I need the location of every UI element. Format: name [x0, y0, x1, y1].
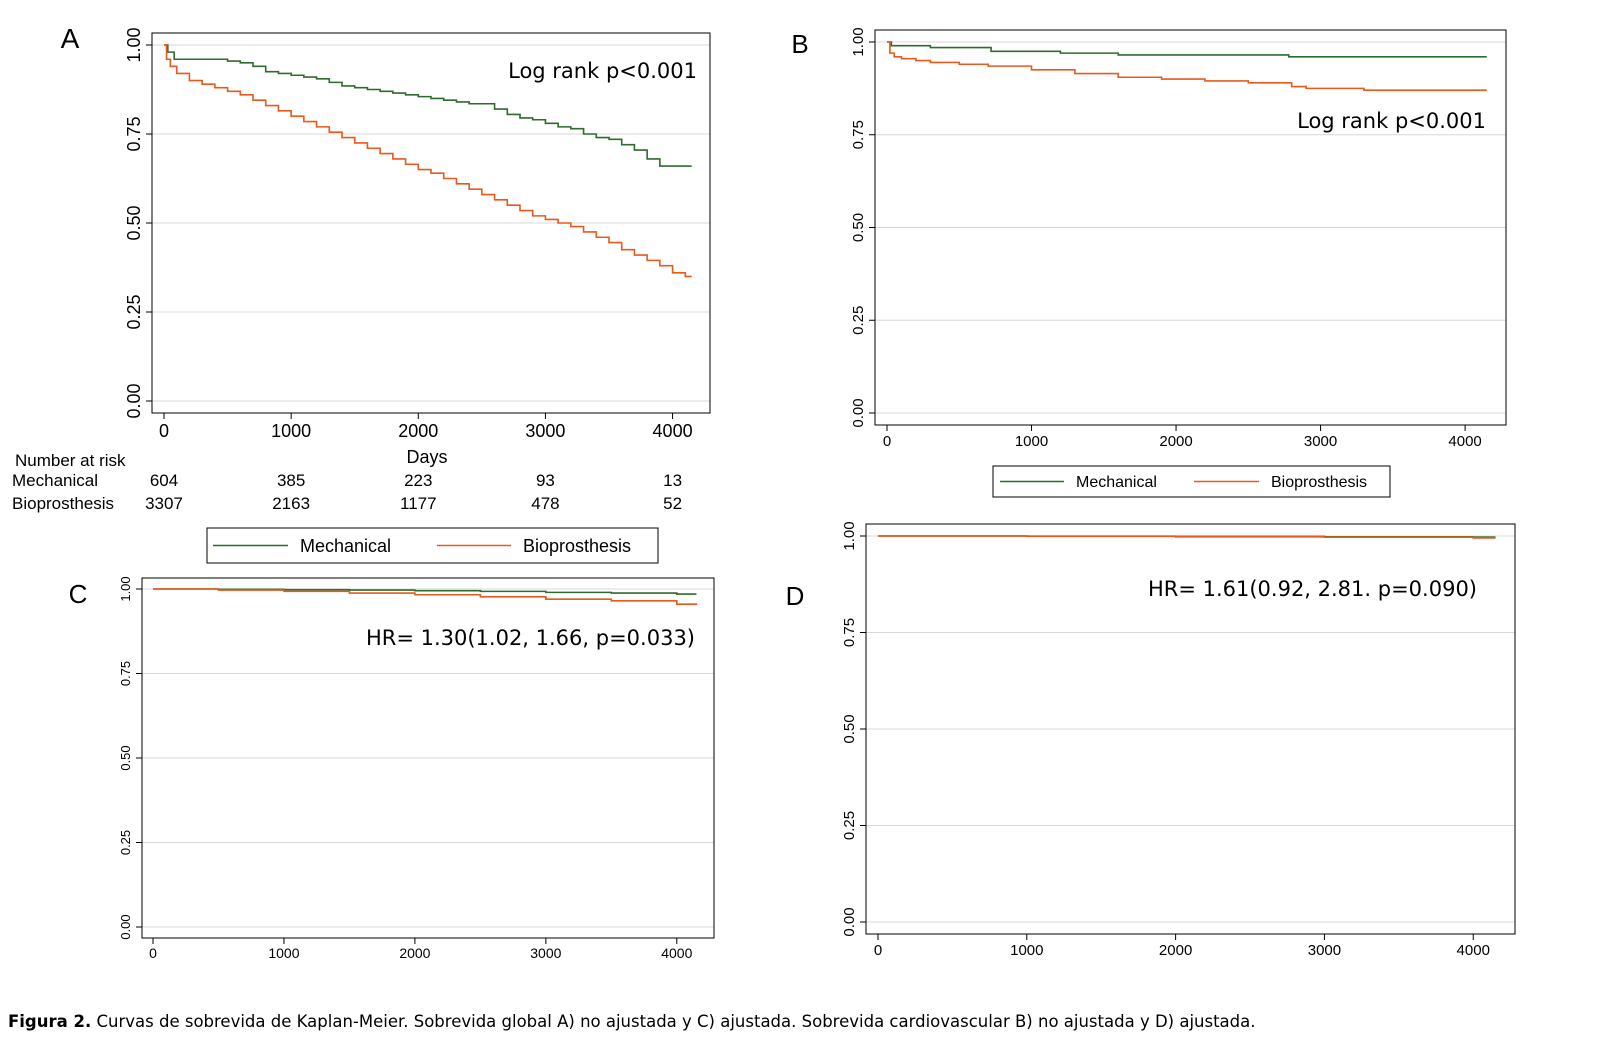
annotation-a: Log rank p<0.001 — [508, 59, 697, 83]
y-tick-label-d-0: 0.00 — [841, 907, 858, 936]
panel-letter-d: D — [786, 581, 805, 611]
x-tick-label-b-2: 2000 — [1159, 433, 1192, 450]
risk-value-bioprosthesis-3: 478 — [531, 494, 559, 513]
y-tick-label-a-0: 0.00 — [124, 383, 144, 418]
risk-table-title: Number at risk — [15, 451, 126, 470]
annotation-c: HR= 1.30(1.02, 1.66, p=0.033) — [366, 626, 695, 650]
y-tick-label-d-3: 0.75 — [841, 618, 858, 647]
risk-value-bioprosthesis-2: 1177 — [400, 494, 437, 513]
y-tick-label-b-2: 0.50 — [850, 213, 867, 242]
y-tick-label-c-1: 0.25 — [118, 830, 133, 855]
risk-value-mechanical-3: 93 — [536, 471, 555, 490]
panel-a: A 0.00 0.25 0.50 0.75 1.00 0 1000 2000 3000 4000 Da… — [12, 23, 711, 564]
series-line-mechanical-a — [164, 44, 692, 167]
panel-b: B 0.00 0.25 0.50 0.75 1.00 0 1000 2000 3000 4000 Lo… — [791, 27, 1507, 498]
x-tick-label-b-0: 0 — [883, 433, 891, 450]
x-tick-label-c-3: 3000 — [530, 945, 561, 961]
y-tick-label-b-0: 0.00 — [850, 398, 867, 427]
caption-label: Figura 2. — [8, 1012, 92, 1031]
x-tick-label-c-2: 2000 — [399, 945, 430, 961]
risk-value-bioprosthesis-0: 3307 — [145, 494, 183, 513]
x-tick-label-d-2: 2000 — [1159, 942, 1192, 959]
legend-label-mechanical-a: Mechanical — [300, 536, 391, 556]
panel-letter-b: B — [791, 29, 808, 59]
x-tick-label-b-3: 3000 — [1304, 433, 1337, 450]
x-tick-label-d-1: 1000 — [1010, 942, 1043, 959]
x-tick-label-d-0: 0 — [874, 942, 882, 959]
figure-caption: Figura 2. Curvas de sobrevida de Kaplan-… — [8, 1012, 1588, 1031]
annotation-b: Log rank p<0.001 — [1297, 109, 1486, 133]
legend-box-b — [992, 465, 1391, 498]
x-tick-label-c-1: 1000 — [268, 945, 299, 961]
y-tick-label-a-4: 1.00 — [124, 27, 144, 62]
x-tick-label-a-3: 3000 — [525, 421, 565, 441]
risk-value-bioprosthesis-1: 2163 — [272, 494, 310, 513]
y-tick-label-b-3: 0.75 — [850, 120, 867, 149]
caption-text: Curvas de sobrevida de Kaplan-Meier. Sob… — [91, 1012, 1256, 1031]
x-tick-label-c-0: 0 — [149, 945, 157, 961]
panel-letter-c: C — [69, 579, 88, 609]
x-tick-label-c-4: 4000 — [661, 945, 692, 961]
x-tick-label-a-1: 1000 — [271, 421, 311, 441]
panel-c: C 0.00 0.25 0.50 0.75 1.00 0 1000 2000 3000 4000 HR… — [69, 576, 715, 961]
legend-label-mechanical-b: Mechanical — [1076, 474, 1157, 491]
risk-value-bioprosthesis-4: 52 — [663, 494, 682, 513]
y-tick-label-d-2: 0.50 — [841, 714, 858, 743]
y-tick-label-d-4: 1.00 — [841, 521, 858, 550]
x-tick-label-b-1: 1000 — [1015, 433, 1048, 450]
risk-value-mechanical-2: 223 — [404, 471, 432, 490]
legend-label-bioprosthesis-b: Bioprosthesis — [1271, 474, 1367, 491]
x-tick-label-d-4: 4000 — [1457, 942, 1490, 959]
legend-a: Mechanical Bioprosthesis — [206, 527, 659, 564]
risk-row-label-mechanical: Mechanical — [12, 471, 98, 490]
y-tick-label-c-0: 0.00 — [118, 914, 133, 939]
series-line-mechanical-b — [887, 41, 1487, 58]
y-tick-label-d-1: 0.25 — [841, 811, 858, 840]
y-tick-label-c-2: 0.50 — [118, 745, 133, 770]
y-tick-label-a-3: 0.75 — [124, 116, 144, 151]
legend-label-bioprosthesis-a: Bioprosthesis — [523, 536, 631, 556]
series-line-bioprosthesis-b — [887, 41, 1487, 92]
panel-d: D 0.00 0.25 0.50 0.75 1.00 0 1000 2000 3000 4000 HR… — [786, 521, 1516, 959]
risk-value-mechanical-1: 385 — [277, 471, 305, 490]
y-tick-label-b-1: 0.25 — [850, 306, 867, 335]
x-tick-label-a-0: 0 — [159, 421, 169, 441]
y-tick-label-a-2: 0.50 — [124, 205, 144, 240]
y-tick-label-c-3: 0.75 — [118, 661, 133, 686]
y-tick-label-a-1: 0.25 — [124, 294, 144, 329]
series-line-bioprosthesis-d — [878, 535, 1496, 539]
risk-value-mechanical-0: 604 — [150, 471, 178, 490]
panel-letter-a: A — [61, 23, 80, 54]
annotation-d: HR= 1.61(0.92, 2.81. p=0.090) — [1148, 577, 1477, 601]
x-tick-label-a-2: 2000 — [398, 421, 438, 441]
x-tick-label-d-3: 3000 — [1308, 942, 1341, 959]
x-axis-label-a: Days — [406, 447, 447, 467]
series-line-bioprosthesis-c — [153, 588, 698, 606]
x-tick-label-b-4: 4000 — [1448, 433, 1481, 450]
legend-b: Mechanical Bioprosthesis — [992, 465, 1391, 498]
y-tick-label-c-4: 1.00 — [118, 576, 133, 601]
x-tick-label-a-4: 4000 — [653, 421, 693, 441]
risk-value-mechanical-4: 13 — [663, 471, 682, 490]
risk-row-label-bioprosthesis: Bioprosthesis — [12, 494, 114, 513]
series-line-bioprosthesis-a — [164, 44, 692, 278]
y-tick-label-b-4: 1.00 — [850, 27, 867, 56]
